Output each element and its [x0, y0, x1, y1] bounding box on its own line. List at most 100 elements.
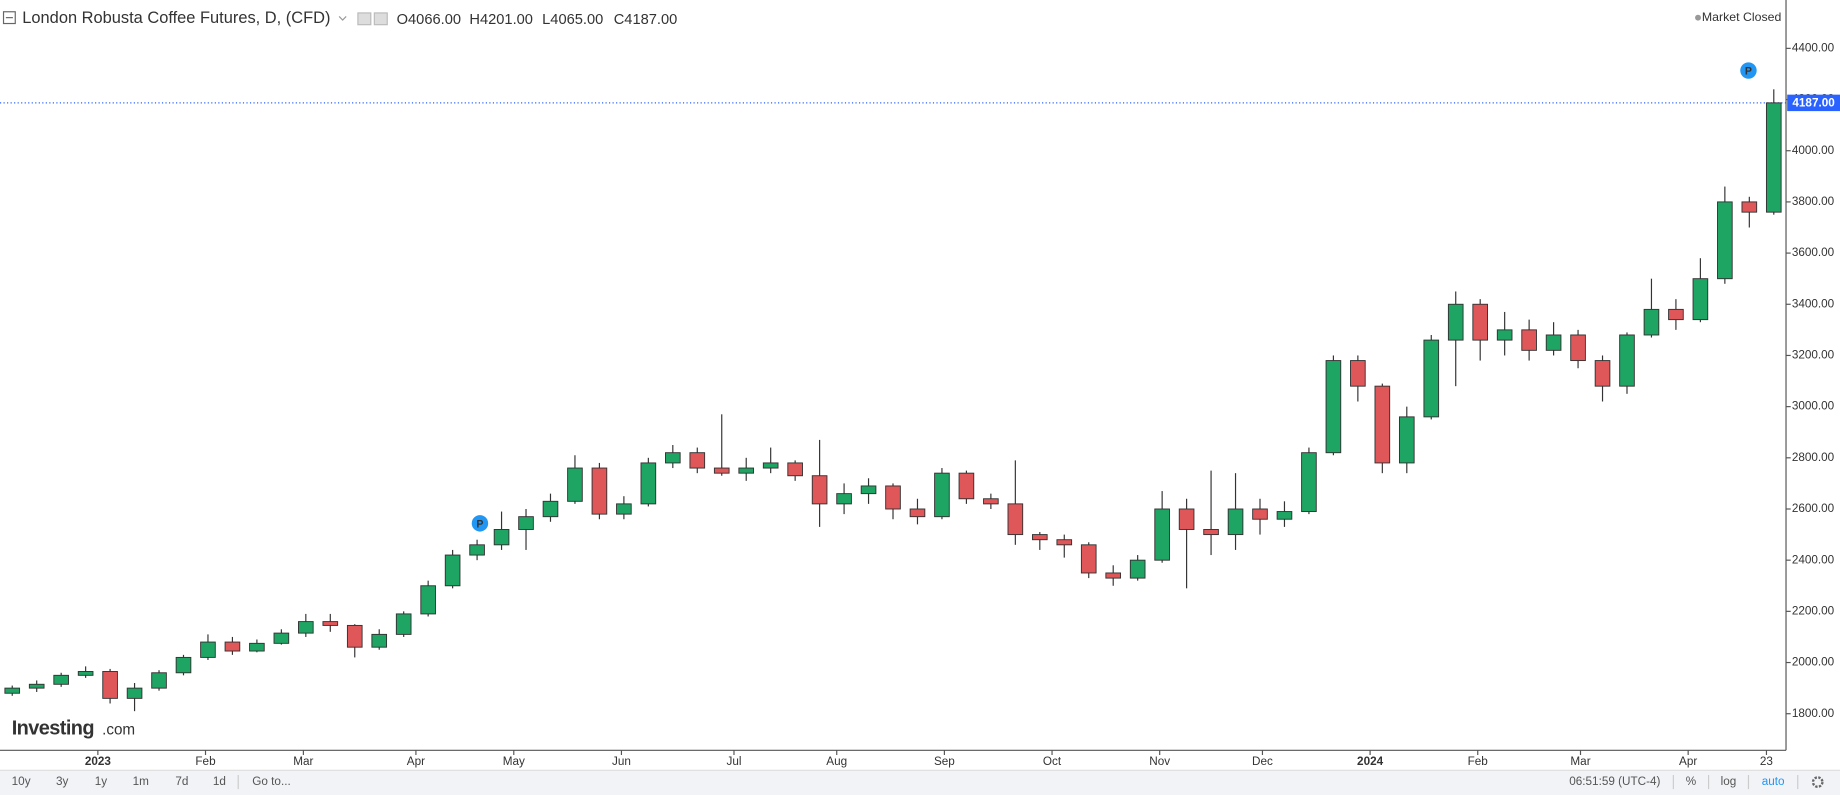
candle-body	[4, 687, 21, 694]
chart-title: London Robusta Coffee Futures, D, (CFD)	[22, 9, 330, 27]
candle-body	[1594, 360, 1611, 387]
candle-body	[126, 687, 143, 699]
x-tick-label: Jul	[726, 755, 741, 768]
goto-button[interactable]: Go to...	[252, 775, 290, 788]
candle-body	[1227, 508, 1244, 536]
candle-body	[371, 633, 388, 648]
candle-body	[1203, 528, 1219, 536]
y-tick-label: 2800.00	[1792, 451, 1835, 464]
marker[interactable]	[471, 515, 489, 532]
candle-body	[909, 508, 926, 518]
y-tick-label: 2000.00	[1792, 656, 1835, 669]
candle-body	[493, 528, 510, 546]
y-tick-label: 3200.00	[1792, 349, 1835, 362]
y-tick-label: 3000.00	[1792, 400, 1835, 413]
x-tick-label: Feb	[195, 755, 216, 768]
candle-body	[1521, 329, 1537, 351]
x-tick-label: Dec	[1252, 755, 1273, 768]
settings-gear[interactable]	[1811, 776, 1824, 788]
x-tick-label: Apr	[407, 755, 425, 768]
candle-body	[1056, 539, 1073, 546]
percent-button[interactable]: %	[1686, 775, 1697, 788]
market-status: Market Closed	[1702, 10, 1782, 24]
y-tick-label: 3800.00	[1792, 195, 1835, 208]
candle-body	[1423, 339, 1440, 418]
y-tick-label: 4400.00	[1792, 41, 1835, 54]
range-button[interactable]: 1d	[213, 775, 226, 788]
ohlc-low: L4065.00	[542, 12, 603, 28]
x-tick-label: 2024	[1357, 755, 1384, 768]
x-tick-label: Nov	[1149, 755, 1170, 768]
candle-body	[1105, 572, 1122, 579]
candle-body	[542, 500, 559, 518]
marker[interactable]	[1740, 62, 1757, 79]
log-button[interactable]: log	[1721, 775, 1737, 788]
candle-body	[811, 475, 828, 505]
candle-body	[1398, 416, 1415, 464]
y-tick-label: 2200.00	[1792, 604, 1835, 617]
logo-suffix: .com	[102, 721, 135, 738]
candle-body	[787, 462, 803, 477]
marker-label: P	[476, 518, 483, 530]
range-button[interactable]: 1y	[95, 775, 108, 788]
candle-body	[616, 503, 632, 515]
x-tick-label: Aug	[826, 755, 847, 768]
candle-body	[983, 498, 999, 505]
collapse-icon[interactable]	[2, 11, 16, 25]
settings-icon[interactable]	[357, 12, 372, 26]
logo-brand: Investing	[12, 717, 94, 739]
candle-body	[200, 641, 216, 658]
candle-body	[322, 621, 339, 626]
title-dropdown[interactable]	[338, 16, 347, 21]
y-tick-label: 3600.00	[1792, 246, 1835, 259]
toolbar	[0, 770, 1840, 795]
x-tick-label: Apr	[1679, 755, 1697, 768]
candle-body	[713, 467, 730, 474]
candle-body	[1619, 334, 1635, 387]
y-tick-label: 2400.00	[1792, 553, 1835, 566]
x-tick-label: Mar	[1570, 755, 1590, 768]
candle-body	[224, 641, 241, 652]
candle-body	[28, 683, 45, 689]
ohlc-high: H4201.00	[469, 12, 533, 28]
ohlc-close: C4187.00	[614, 12, 678, 28]
candle-body	[885, 485, 901, 510]
candle-body	[1447, 303, 1464, 341]
candle-body	[591, 467, 608, 515]
y-tick-label: 4000.00	[1792, 144, 1835, 157]
x-tick-label: Mar	[293, 755, 313, 768]
close-icon[interactable]	[373, 12, 388, 26]
marker-label: P	[1745, 66, 1752, 78]
candle-body	[1570, 334, 1586, 362]
candle-body	[1276, 511, 1293, 520]
range-button[interactable]: 1m	[133, 775, 149, 788]
candle-body	[1643, 308, 1660, 336]
candle-body	[1301, 452, 1317, 513]
candle-body	[1717, 201, 1733, 280]
candle-body	[469, 544, 485, 556]
candle-body	[860, 485, 877, 495]
candle-body	[1496, 329, 1513, 341]
candle-body	[689, 452, 706, 469]
candle-body	[1252, 508, 1268, 520]
candle-body	[1472, 303, 1489, 341]
candle-body	[640, 462, 657, 505]
candle-body	[420, 585, 436, 615]
candle-body	[1007, 503, 1024, 536]
candle-body	[151, 672, 167, 689]
candle-body	[298, 621, 314, 634]
x-tick-label: 2023	[85, 755, 112, 768]
candle-body	[1545, 334, 1562, 351]
range-button[interactable]: 7d	[175, 775, 188, 788]
candle-body	[1668, 308, 1684, 321]
candle-body	[1031, 534, 1048, 541]
candle-body	[1129, 559, 1146, 579]
range-button[interactable]: 3y	[56, 775, 69, 788]
range-button[interactable]: 10y	[12, 775, 31, 788]
candle-body	[444, 554, 461, 587]
candle-body	[395, 613, 412, 635]
candle-body	[1374, 385, 1391, 464]
x-tick-label: May	[503, 755, 525, 768]
auto-button[interactable]: auto	[1762, 775, 1785, 788]
